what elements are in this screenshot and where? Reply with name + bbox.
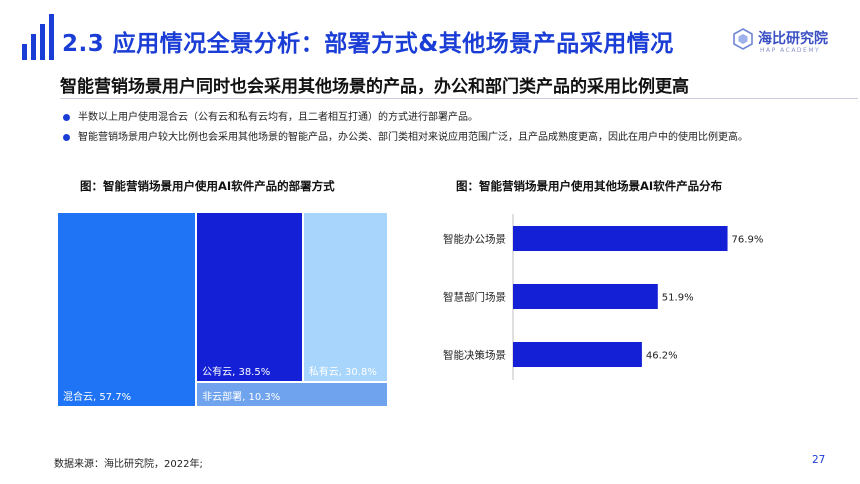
treemap-label: 私有云, 30.8% <box>308 366 377 378</box>
treemap-label: 非云部署, 10.3% <box>202 391 281 403</box>
treemap-label: 公有云, 38.5% <box>202 366 271 378</box>
bar-category-label: 智能决策场景 <box>443 349 506 362</box>
treemap-chart-title: 图：智能营销场景用户使用AI软件产品的部署方式 <box>80 179 335 193</box>
logo-cube-icon <box>733 28 753 50</box>
page-number: 27 <box>812 454 826 466</box>
treemap-cell-public-cloud: 公有云, 38.5% <box>196 212 303 382</box>
bar-value-label: 76.9% <box>732 235 764 246</box>
bullet-list: 半数以上用户使用混合云（公有云和私有云均有，且二者相互打通）的方式进行部署产品。… <box>60 108 850 148</box>
decor-bar-1 <box>22 44 27 60</box>
bar-category-label: 智能办公场景 <box>443 233 506 246</box>
treemap-cell-private-cloud: 私有云, 30.8% <box>302 212 388 382</box>
page-title: 2.3 应用情况全景分析：部署方式&其他场景产品采用情况 <box>62 31 674 57</box>
subtitle-divider <box>60 98 858 99</box>
decor-bar-3 <box>40 24 45 60</box>
bar-value-label: 46.2% <box>646 351 678 362</box>
logo: 海比研究院 HAP ACADEMY <box>732 26 842 62</box>
treemap-cell-hybrid-cloud: 混合云, 57.7% <box>57 212 197 407</box>
treemap-cell-non-cloud: 非云部署, 10.3% <box>196 381 388 407</box>
decor-bar-2 <box>31 34 36 60</box>
bar <box>513 226 728 251</box>
bar-value-label: 51.9% <box>662 293 694 304</box>
data-source-note: 数据来源：海比研究院，2022年; <box>54 459 203 470</box>
treemap-label: 混合云, 57.7% <box>63 392 132 403</box>
logo-name: 海比研究院 <box>758 31 828 47</box>
bar-category-label: 智慧部门场景 <box>443 291 506 304</box>
section-subtitle: 智能营销场景用户同时也会采用其他场景的产品，办公和部门类产品的采用比例更高 <box>60 77 689 97</box>
logo-subtitle: HAP ACADEMY <box>760 47 821 54</box>
bullet-item: 智能营销场景用户较大比例也会采用其他场景的智能产品，办公类、部门类相对来说应用范… <box>60 128 850 148</box>
bar-chart-title: 图：智能营销场景用户使用其他场景AI软件产品分布 <box>456 179 723 193</box>
other-scenarios-bar-chart: 智能办公场景 76.9% 智慧部门场景 51.9% 智能决策场景 46.2% <box>443 214 764 380</box>
title-decoration-bars <box>22 14 56 60</box>
decor-bar-4 <box>49 14 54 60</box>
bar <box>513 342 642 367</box>
bullet-item: 半数以上用户使用混合云（公有云和私有云均有，且二者相互打通）的方式进行部署产品。 <box>60 108 850 128</box>
deployment-treemap: 混合云, 57.7% 公有云, 38.5% 私有云, 30.8% 非云部署, 1… <box>57 212 388 407</box>
bar <box>513 284 658 309</box>
